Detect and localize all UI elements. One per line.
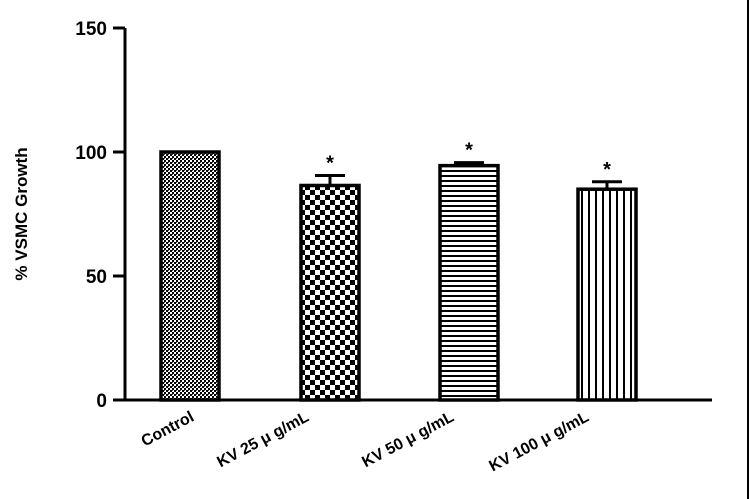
- x-tick-label: KV 100 μ g/mL: [487, 408, 593, 475]
- error-bars: [315, 161, 622, 190]
- y-ticks: 0 50 100 150: [75, 19, 125, 412]
- significance-star: *: [465, 140, 473, 162]
- significance-markers: * * *: [326, 140, 611, 181]
- significance-star: *: [603, 159, 611, 181]
- x-tick-label: KV 50 μ g/mL: [359, 408, 457, 471]
- bar-1: [299, 183, 361, 402]
- bar-0: [159, 150, 221, 402]
- bar-3: [576, 187, 638, 402]
- y-tick-label: 100: [75, 143, 107, 164]
- y-axis-label: % VSMC Growth: [12, 147, 31, 280]
- x-tick-label: KV 25 μ g/mL: [214, 408, 312, 471]
- y-tick-label: 50: [86, 267, 107, 288]
- y-tick-label: 0: [96, 391, 107, 412]
- x-tick-labels: Control KV 25 μ g/mL KV 50 μ g/mL KV 100 μ …: [139, 408, 592, 475]
- significance-star: *: [326, 153, 334, 175]
- x-tick-label: Control: [139, 409, 197, 451]
- bars: [159, 150, 638, 402]
- bar-2: [438, 163, 500, 402]
- y-tick-label: 150: [75, 19, 107, 40]
